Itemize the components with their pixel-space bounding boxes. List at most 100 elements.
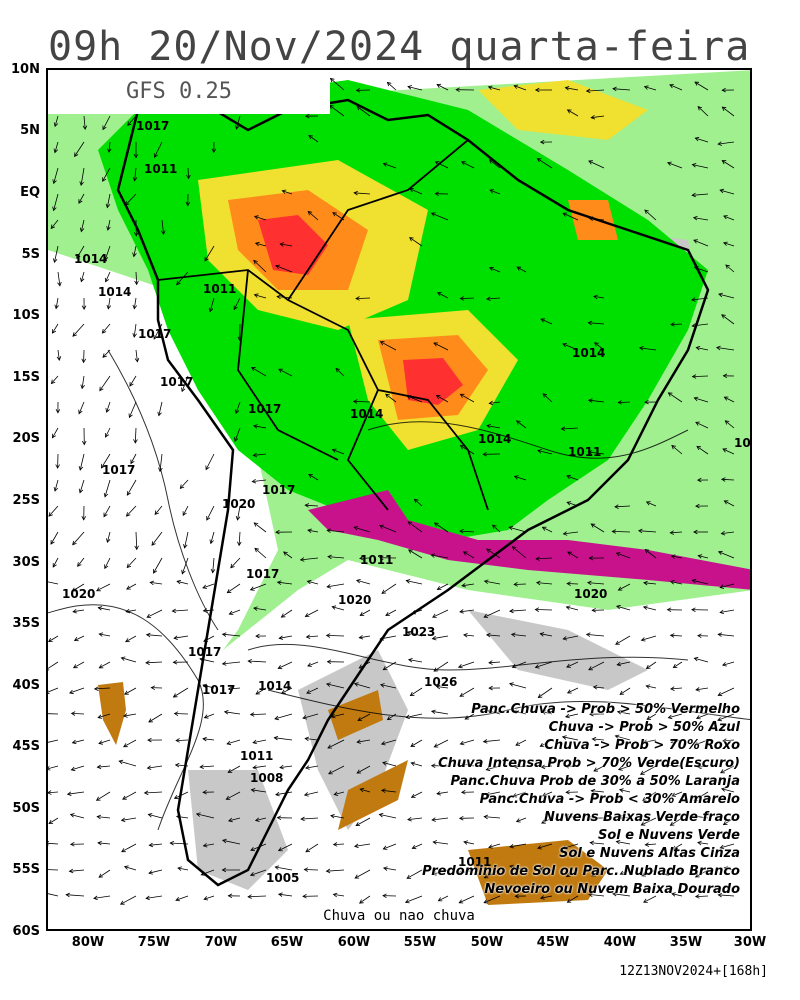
wind-arrow xyxy=(73,609,85,613)
wind-arrow-head xyxy=(715,345,721,351)
wind-arrow xyxy=(66,894,85,897)
wind-arrow xyxy=(97,713,111,718)
wind-arrow-head xyxy=(132,333,137,338)
wind-arrow-head xyxy=(247,894,252,899)
wind-arrow xyxy=(537,450,553,455)
lat-label: 45S xyxy=(12,739,40,754)
wind-arrow-head xyxy=(695,715,701,720)
wind-arrow-head xyxy=(562,212,568,217)
wind-arrow-head xyxy=(105,408,110,413)
wind-arrow xyxy=(671,739,683,743)
wind-arrow-head xyxy=(486,423,491,429)
wind-arrow xyxy=(235,401,241,414)
wind-arrow xyxy=(383,867,397,871)
pressure-label: 1011 xyxy=(360,553,393,567)
pressure-label: 1005 xyxy=(266,871,299,885)
wind-arrow xyxy=(175,764,189,767)
wind-arrow xyxy=(484,580,501,585)
wind-arrow xyxy=(48,869,59,871)
wind-arrow xyxy=(432,869,449,875)
high-cloud-south xyxy=(298,650,408,830)
wind-arrow xyxy=(236,115,241,130)
wind-arrow xyxy=(434,522,449,533)
wind-arrow xyxy=(407,86,423,91)
wind-arrow xyxy=(380,684,397,689)
wind-arrow xyxy=(725,264,735,273)
wind-arrow-head xyxy=(591,736,597,742)
wind-arrow xyxy=(721,160,735,169)
wind-arrow xyxy=(304,869,319,871)
wind-arrow xyxy=(566,606,579,611)
wind-arrow xyxy=(405,895,423,903)
wind-arrow-head xyxy=(611,529,617,534)
wind-arrow-head xyxy=(541,526,547,531)
wind-arrow xyxy=(326,635,345,637)
lat-label: 10S xyxy=(12,308,40,323)
wind-arrow-head xyxy=(640,637,646,642)
legend-entry: Nevoeiro ou Nuvem Baixa Dourado xyxy=(484,882,740,897)
wind-arrow xyxy=(174,713,189,715)
wind-arrow xyxy=(537,158,553,169)
wind-arrow xyxy=(48,791,59,794)
wind-arrow xyxy=(586,634,605,637)
wind-arrow-head xyxy=(539,742,545,747)
wind-arrow xyxy=(379,525,397,533)
wind-arrow xyxy=(50,219,59,229)
wind-arrow xyxy=(253,607,267,611)
wind-arrow xyxy=(48,505,59,517)
wind-arrow-head xyxy=(281,689,286,694)
wind-arrow xyxy=(150,582,163,585)
wind-arrow xyxy=(542,791,553,797)
wind-arrow-head xyxy=(516,420,521,425)
wind-arrow xyxy=(126,557,137,568)
wind-arrow-head xyxy=(300,816,305,822)
pressure-label: 1014 xyxy=(350,407,383,421)
wind-arrow-head xyxy=(230,563,235,569)
wind-arrow-head xyxy=(304,612,310,617)
wind-arrow-head xyxy=(619,870,625,875)
wind-arrow xyxy=(692,579,709,585)
wind-arrow xyxy=(673,661,683,668)
wind-arrow xyxy=(124,687,137,695)
wind-arrow-head xyxy=(693,266,699,271)
wind-arrow-head xyxy=(157,411,162,417)
wind-arrow xyxy=(332,212,345,221)
wind-arrow-head xyxy=(355,579,361,584)
wind-arrow xyxy=(407,521,423,533)
wind-arrow xyxy=(54,115,59,127)
wind-arrow-head xyxy=(253,259,258,265)
wind-arrow xyxy=(724,867,735,871)
wind-arrow-head xyxy=(697,764,702,770)
wind-arrow-head xyxy=(378,555,384,561)
wind-arrow xyxy=(591,869,605,877)
wind-arrow xyxy=(592,738,605,741)
wind-arrow xyxy=(57,271,61,286)
wind-arrow xyxy=(535,661,553,668)
wind-arrow-head xyxy=(154,510,159,516)
wind-arrow xyxy=(565,815,579,819)
wind-arrow-head xyxy=(697,106,703,111)
wind-arrow xyxy=(80,167,85,186)
wind-arrow-head xyxy=(587,398,593,403)
wind-arrow xyxy=(124,866,137,871)
wind-arrow xyxy=(463,551,475,559)
wind-arrow-head xyxy=(380,741,386,746)
wind-arrow-head xyxy=(235,125,240,130)
wind-arrow-head xyxy=(646,715,652,720)
wind-arrow xyxy=(121,817,137,821)
wind-arrow xyxy=(667,162,683,169)
wind-arrow-head xyxy=(513,475,519,480)
wind-arrow xyxy=(671,791,683,797)
wind-arrow-head xyxy=(125,638,130,643)
wind-arrow-head xyxy=(133,439,138,444)
wind-arrow-head xyxy=(643,580,648,586)
wind-arrow xyxy=(48,739,59,743)
wind-arrow-head xyxy=(279,242,285,247)
wind-arrow xyxy=(329,105,345,117)
wind-arrow-head xyxy=(97,840,102,846)
wind-arrow-head xyxy=(175,738,180,743)
wind-arrow xyxy=(146,609,163,618)
wind-arrow xyxy=(77,557,85,567)
wind-arrow-head xyxy=(671,444,676,450)
wind-arrow-head xyxy=(280,613,286,618)
